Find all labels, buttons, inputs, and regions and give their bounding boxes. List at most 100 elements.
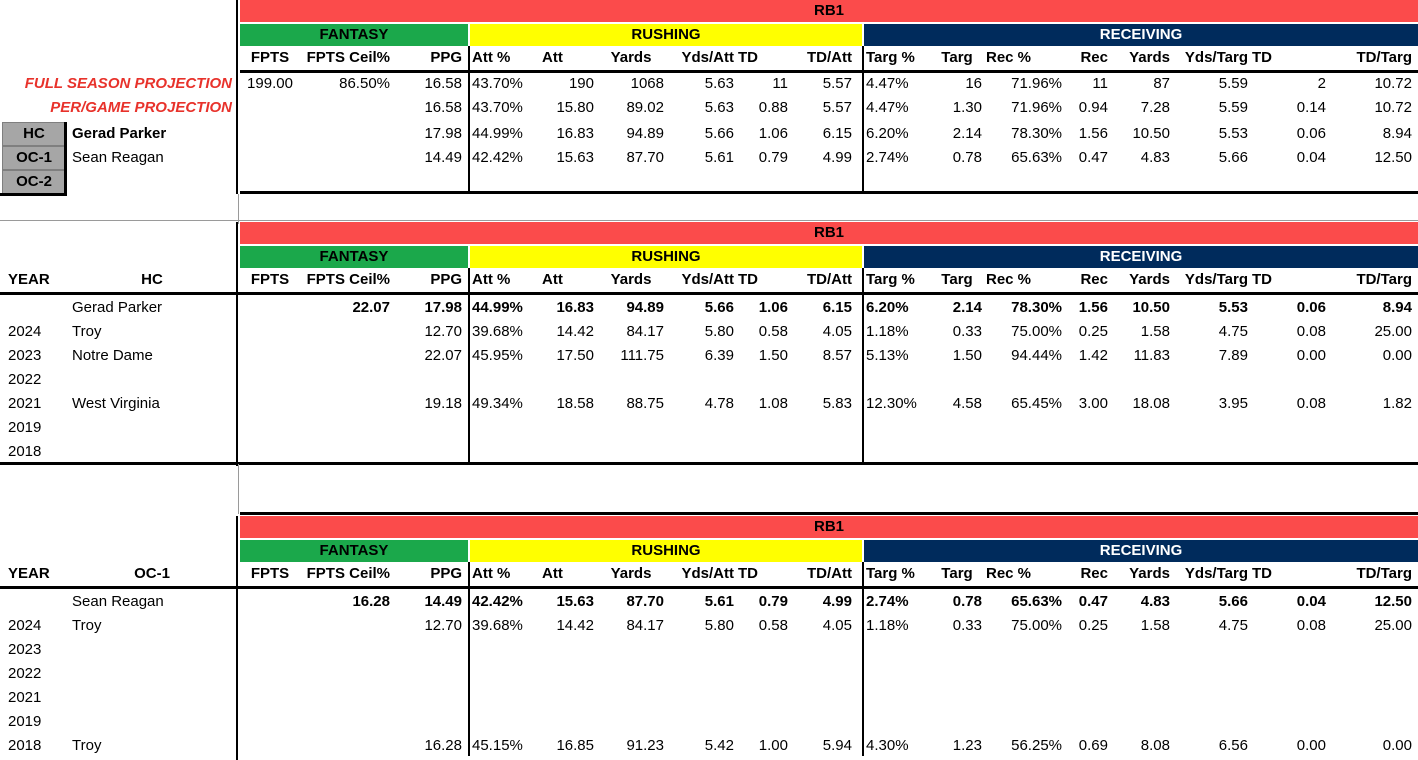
stat-cell[interactable] bbox=[300, 392, 390, 416]
column-header[interactable]: TD/Att bbox=[807, 565, 852, 582]
stat-cell[interactable]: 5.63 bbox=[704, 99, 734, 116]
column-header[interactable]: TD/Targ bbox=[1356, 49, 1412, 66]
stat-cell[interactable]: 1.18% bbox=[866, 323, 909, 340]
stat-cell[interactable]: 14.42 bbox=[556, 323, 594, 340]
stat-cell[interactable]: 4.47% bbox=[866, 75, 909, 92]
stat-cell[interactable]: 4.83 bbox=[1140, 593, 1170, 610]
stat-cell[interactable]: 0.58 bbox=[758, 323, 788, 340]
stat-cell[interactable] bbox=[866, 638, 930, 662]
stat-cell[interactable] bbox=[738, 416, 788, 440]
stat-cell[interactable]: 39.68% bbox=[472, 323, 523, 340]
stat-cell[interactable]: 0.14 bbox=[1296, 99, 1326, 116]
stat-cell[interactable]: 199.00 bbox=[247, 75, 293, 92]
column-header[interactable]: TD/Targ bbox=[1356, 565, 1412, 582]
stat-cell[interactable] bbox=[244, 416, 296, 440]
stat-cell[interactable] bbox=[1110, 686, 1170, 710]
stat-cell[interactable]: 12.30% bbox=[866, 395, 917, 412]
stat-cell[interactable]: 2.14 bbox=[952, 125, 982, 142]
stat-cell[interactable] bbox=[396, 368, 462, 392]
stat-cell[interactable]: 111.75 bbox=[620, 347, 664, 364]
column-header[interactable]: TD bbox=[1252, 49, 1272, 66]
column-header[interactable]: Targ % bbox=[866, 49, 915, 66]
stat-cell[interactable] bbox=[1110, 638, 1170, 662]
stat-cell[interactable]: 78.30% bbox=[1011, 299, 1062, 316]
stat-cell[interactable] bbox=[932, 686, 982, 710]
stat-cell[interactable] bbox=[668, 710, 734, 734]
stat-cell[interactable] bbox=[792, 440, 852, 464]
stat-cell[interactable] bbox=[396, 662, 462, 686]
stat-cell[interactable] bbox=[668, 686, 734, 710]
stat-cell[interactable] bbox=[244, 96, 296, 120]
stat-cell[interactable]: 4.75 bbox=[1218, 617, 1248, 634]
stat-cell[interactable] bbox=[1064, 686, 1108, 710]
stat-cell[interactable] bbox=[244, 296, 296, 320]
stat-cell[interactable] bbox=[866, 368, 930, 392]
stat-cell[interactable]: 0.33 bbox=[952, 617, 982, 634]
stat-cell[interactable]: 12.50 bbox=[1374, 593, 1412, 610]
stat-cell[interactable]: 16.83 bbox=[556, 299, 594, 316]
stat-cell[interactable]: 22.07 bbox=[352, 299, 390, 316]
stat-cell[interactable]: 0.47 bbox=[1078, 593, 1108, 610]
stat-cell[interactable]: 71.96% bbox=[1011, 99, 1062, 116]
stat-cell[interactable]: 8.94 bbox=[1382, 299, 1412, 316]
stat-cell[interactable]: 1.30 bbox=[952, 99, 982, 116]
stat-cell[interactable] bbox=[396, 686, 462, 710]
stat-cell[interactable]: 44.99% bbox=[472, 125, 523, 142]
stat-cell[interactable] bbox=[738, 710, 788, 734]
stat-cell[interactable]: 5.80 bbox=[704, 323, 734, 340]
stat-cell[interactable]: 87.70 bbox=[626, 593, 664, 610]
stat-cell[interactable] bbox=[668, 368, 734, 392]
stat-cell[interactable]: 16.28 bbox=[352, 593, 390, 610]
stat-cell[interactable] bbox=[866, 710, 930, 734]
stat-cell[interactable] bbox=[1064, 368, 1108, 392]
stat-cell[interactable]: 1.23 bbox=[952, 737, 982, 754]
stat-cell[interactable]: 3.00 bbox=[1078, 395, 1108, 412]
stat-cell[interactable] bbox=[598, 416, 664, 440]
stat-cell[interactable]: 16.58 bbox=[424, 99, 462, 116]
stat-cell[interactable] bbox=[244, 590, 296, 614]
team-cell[interactable]: Troy bbox=[72, 617, 102, 634]
stat-cell[interactable] bbox=[792, 710, 852, 734]
stat-cell[interactable] bbox=[1064, 710, 1108, 734]
column-header[interactable]: Att % bbox=[472, 49, 511, 66]
stat-cell[interactable]: 10.72 bbox=[1374, 75, 1412, 92]
stat-cell[interactable] bbox=[1172, 368, 1248, 392]
stat-cell[interactable]: 16.28 bbox=[424, 737, 462, 754]
column-header[interactable]: Yards bbox=[1129, 49, 1170, 66]
stat-cell[interactable] bbox=[396, 416, 462, 440]
stat-cell[interactable]: 0.58 bbox=[758, 617, 788, 634]
stat-cell[interactable] bbox=[1252, 440, 1326, 464]
stat-cell[interactable]: 71.96% bbox=[1011, 75, 1062, 92]
year-cell[interactable]: 2023 bbox=[8, 347, 42, 364]
coach-name[interactable]: Sean Reagan bbox=[72, 593, 164, 610]
stat-cell[interactable]: 0.00 bbox=[1382, 737, 1412, 754]
stat-cell[interactable]: 1.58 bbox=[1140, 323, 1170, 340]
stat-cell[interactable] bbox=[1110, 710, 1170, 734]
column-header[interactable]: Att bbox=[542, 271, 563, 288]
stat-cell[interactable] bbox=[1252, 710, 1326, 734]
stat-cell[interactable]: 6.39 bbox=[704, 347, 734, 364]
stat-cell[interactable]: 65.63% bbox=[1011, 593, 1062, 610]
stat-cell[interactable]: 17.50 bbox=[556, 347, 594, 364]
stat-cell[interactable]: 6.56 bbox=[1218, 737, 1248, 754]
stat-cell[interactable] bbox=[542, 440, 594, 464]
stat-cell[interactable] bbox=[472, 368, 542, 392]
column-header[interactable]: TD/Att bbox=[807, 271, 852, 288]
stat-cell[interactable] bbox=[986, 368, 1062, 392]
stat-cell[interactable]: 1.50 bbox=[952, 347, 982, 364]
column-header[interactable]: Yds/Att bbox=[681, 565, 735, 582]
year-cell[interactable]: 2022 bbox=[8, 665, 42, 682]
stat-cell[interactable]: 4.78 bbox=[704, 395, 734, 412]
stat-cell[interactable] bbox=[244, 146, 296, 170]
stat-cell[interactable] bbox=[300, 344, 390, 368]
stat-cell[interactable]: 0.04 bbox=[1296, 593, 1326, 610]
stat-cell[interactable] bbox=[598, 662, 664, 686]
stat-cell[interactable]: 65.63% bbox=[1011, 149, 1062, 166]
stat-cell[interactable]: 87.70 bbox=[626, 149, 664, 166]
stat-cell[interactable]: 1.56 bbox=[1078, 125, 1108, 142]
stat-cell[interactable] bbox=[1110, 416, 1170, 440]
stat-cell[interactable]: 0.25 bbox=[1078, 617, 1108, 634]
stat-cell[interactable]: 94.44% bbox=[1011, 347, 1062, 364]
stat-cell[interactable]: 16.83 bbox=[556, 125, 594, 142]
stat-cell[interactable] bbox=[1330, 440, 1412, 464]
